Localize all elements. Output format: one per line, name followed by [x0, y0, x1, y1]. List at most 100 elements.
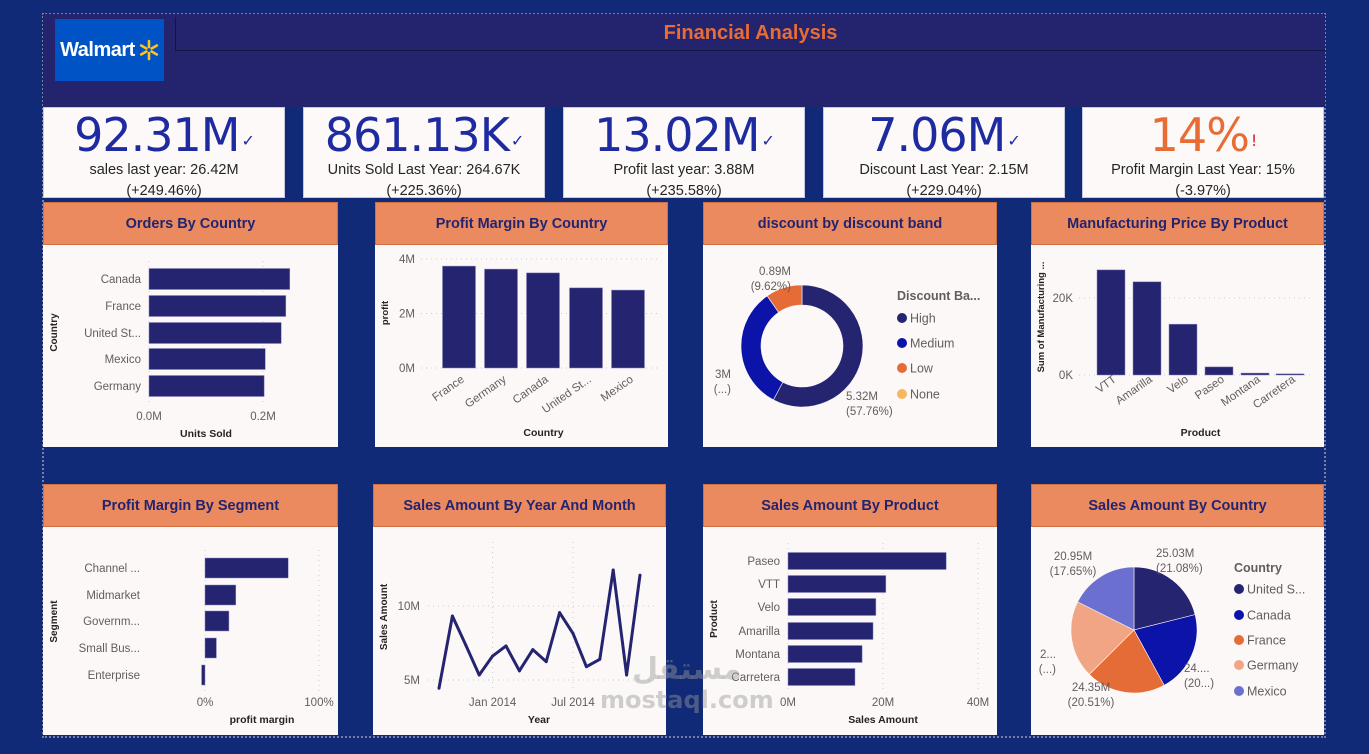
data-point [625, 673, 629, 677]
bar[interactable] [1096, 269, 1126, 376]
bar[interactable] [201, 664, 206, 686]
bar[interactable] [148, 348, 266, 370]
slice[interactable] [766, 284, 803, 313]
bar[interactable] [787, 552, 947, 570]
tick-label: 0.2M [250, 411, 276, 423]
bar[interactable] [1275, 373, 1305, 376]
bar[interactable] [787, 575, 887, 593]
bar[interactable] [1240, 372, 1270, 376]
chart-segment[interactable]: Profit Margin By Segment 0% 100% Channel ..… [43, 484, 338, 735]
data-point [611, 568, 615, 572]
legend-item[interactable]: None [910, 388, 940, 402]
kpi-change: (+249.46%) [126, 183, 202, 199]
category-label: Carretera [731, 672, 780, 684]
bar[interactable] [1204, 366, 1234, 376]
chart-title: Sales Amount By Year And Month [373, 484, 666, 527]
chart-title: Sales Amount By Product [703, 484, 997, 527]
data-label: (20...) [1184, 678, 1214, 690]
y-axis-title: profit [380, 300, 391, 325]
check-icon: ✓ [761, 131, 774, 150]
page-title: Financial Analysis [663, 22, 838, 44]
bar[interactable] [611, 289, 645, 369]
legend-item[interactable]: Mexico [1247, 685, 1287, 699]
slice[interactable] [773, 284, 864, 408]
tick-label: 20K [1053, 293, 1074, 305]
legend-title: Country [1234, 561, 1282, 575]
tick-label: 4M [399, 254, 415, 266]
bar[interactable] [484, 268, 518, 369]
chart-mfg[interactable]: Manufacturing Price By Product 0K 20K VTT Am… [1031, 202, 1324, 447]
kpi-card: 13.02M ✓ Profit last year: 3.88M (+235.58… [563, 107, 805, 199]
chart-discount[interactable]: discount by discount band 5.32M (57.76%) 3M… [703, 202, 997, 447]
bar[interactable] [148, 295, 287, 317]
walmart-logo: Walmart [55, 19, 164, 81]
check-icon: ✓ [1007, 131, 1020, 150]
slice[interactable] [1077, 566, 1135, 631]
bar[interactable] [442, 265, 476, 369]
chart-salesproduct[interactable]: Sales Amount By Product 0M 20M 40M Paseo VTT V… [703, 484, 997, 735]
bar[interactable] [204, 584, 237, 606]
legend-marker [897, 338, 907, 348]
header-bar [43, 14, 1325, 107]
legend-marker [1234, 635, 1244, 645]
bar[interactable] [148, 375, 265, 397]
data-point [571, 631, 575, 635]
spark-icon [139, 39, 158, 61]
data-label: 5.32M [846, 391, 878, 403]
kpi-card: 92.31M ✓ sales last year: 26.42M (+249.46… [43, 107, 285, 199]
legend-marker [897, 313, 907, 323]
kpi-value-text: 7.06M [868, 108, 1006, 162]
bar[interactable] [1132, 281, 1162, 376]
slice[interactable] [740, 295, 784, 401]
bar[interactable] [787, 668, 856, 686]
legend-item[interactable]: High [910, 312, 936, 326]
legend-item[interactable]: United S... [1247, 583, 1305, 597]
bar[interactable] [204, 610, 230, 632]
x-axis-title: Units Sold [180, 428, 232, 440]
bar[interactable] [148, 268, 291, 290]
bar[interactable] [569, 287, 603, 369]
chart-title: Manufacturing Price By Product [1031, 202, 1324, 245]
x-axis-title: Sales Amount [848, 714, 918, 726]
chart-plot: 25.03M (21.08%) 24.... (20...) 24.35M (20.51%… [1039, 548, 1306, 709]
legend-item[interactable]: France [1247, 634, 1286, 648]
data-label: 25.03M [1156, 548, 1194, 560]
chart-orders[interactable]: Orders By Country 0.0M 0.2M Canada France Uni… [43, 202, 338, 447]
bar[interactable] [787, 598, 877, 616]
legend-marker [1234, 610, 1244, 620]
category-label: France [105, 301, 141, 313]
legend-item[interactable]: Canada [1247, 609, 1291, 623]
bar[interactable] [787, 622, 874, 640]
category-label: France [431, 374, 467, 404]
tick-label: Jul 2014 [551, 697, 595, 709]
bar[interactable] [204, 557, 289, 579]
kpi-card: 7.06M ✓ Discount Last Year: 2.15M (+229.0… [823, 107, 1065, 199]
legend-item[interactable]: Germany [1247, 659, 1299, 673]
bar[interactable] [204, 637, 217, 659]
category-label: Midmarket [86, 590, 140, 602]
legend-item[interactable]: Medium [910, 337, 954, 351]
bar[interactable] [526, 272, 560, 369]
chart-salescountry[interactable]: Sales Amount By Country 25.03M (21.08%) 24.… [1031, 484, 1324, 735]
tick-label: Jan 2014 [469, 697, 517, 709]
chart-pmcountry[interactable]: Profit Margin By Country 0M 2M 4M France Germ… [375, 202, 668, 447]
chart-plot: 0M 20M 40M Paseo VTT Velo Amarilla Montana Carre… [709, 543, 989, 726]
data-label: 2... [1040, 649, 1056, 661]
chart-title: discount by discount band [703, 202, 997, 245]
category-label: VTT [1094, 374, 1119, 396]
kpi-change: (+235.58%) [646, 183, 722, 199]
data-label: 0.89M [759, 266, 791, 278]
kpi-last-year: Discount Last Year: 2.15M [859, 162, 1029, 178]
data-label: 24.... [1184, 663, 1210, 675]
chart-plot: 5.32M (57.76%) 3M (...) 0.89M (9.62%) Discount… [714, 266, 981, 418]
bar[interactable] [1168, 323, 1198, 376]
tick-label: 0% [197, 697, 214, 709]
kpi-last-year: Profit last year: 3.88M [613, 162, 755, 178]
data-point [450, 614, 454, 618]
data-label: (9.62%) [751, 281, 791, 293]
bar[interactable] [148, 322, 282, 344]
bar[interactable] [787, 645, 863, 663]
chart-salesmonth[interactable]: Sales Amount By Year And Month 5M 10M Jan 2… [373, 484, 666, 735]
legend-item[interactable]: Low [910, 362, 934, 376]
y-axis-title: Segment [49, 600, 60, 643]
